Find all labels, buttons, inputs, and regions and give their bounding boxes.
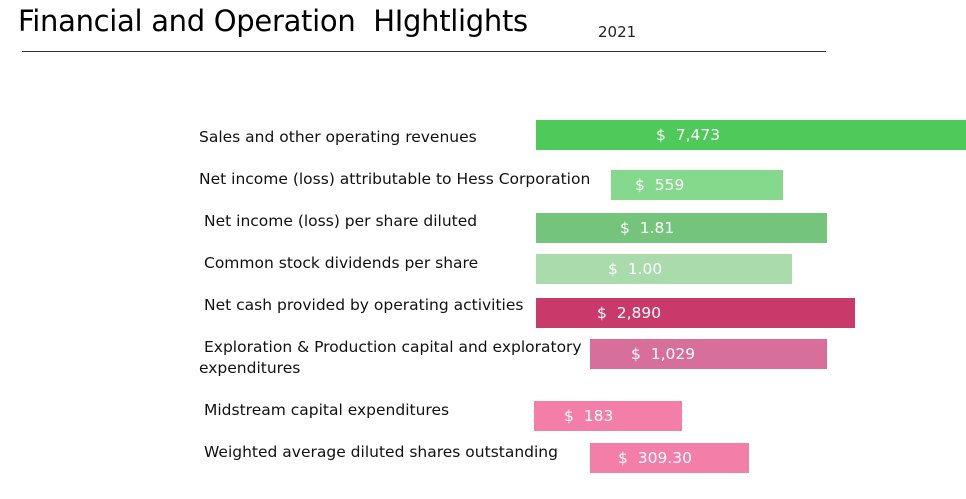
bar-value-label: $ 2,890 (597, 304, 662, 322)
category-label: Net income (loss) per share diluted (204, 212, 478, 230)
bar-value-label: $ 1.81 (620, 219, 675, 237)
bar: $ 309.30 (590, 443, 749, 473)
bar: $ 559 (611, 170, 783, 200)
year-label: 2021 (598, 23, 637, 41)
bar-value-label: $ 7,473 (656, 126, 721, 144)
bar: $ 183 (534, 401, 682, 431)
page-title: Financial and Operation HIghtlights (18, 4, 528, 38)
title-divider (22, 51, 826, 52)
category-label: Midstream capital expenditures (204, 401, 450, 419)
bar-value-label: $ 1.00 (608, 260, 663, 278)
category-label: Net income (loss) attributable to Hess C… (199, 170, 591, 188)
bar-value-label: $ 559 (635, 176, 685, 194)
category-label: Net cash provided by operating activitie… (204, 296, 524, 314)
category-label: Common stock dividends per share (204, 254, 479, 272)
bar: $ 1.00 (536, 254, 792, 284)
bar-value-label: $ 183 (564, 407, 614, 425)
bar: $ 7,473 (536, 120, 966, 150)
bar-value-label: $ 309.30 (618, 449, 692, 467)
bar-value-label: $ 1,029 (631, 345, 696, 363)
category-label: Weighted average diluted shares outstand… (204, 443, 558, 461)
category-label: Exploration & Production capital and exp… (199, 338, 582, 377)
category-label: Sales and other operating revenues (199, 128, 477, 146)
bar: $ 2,890 (536, 298, 855, 328)
bar: $ 1.81 (536, 213, 827, 243)
bar: $ 1,029 (590, 339, 827, 369)
